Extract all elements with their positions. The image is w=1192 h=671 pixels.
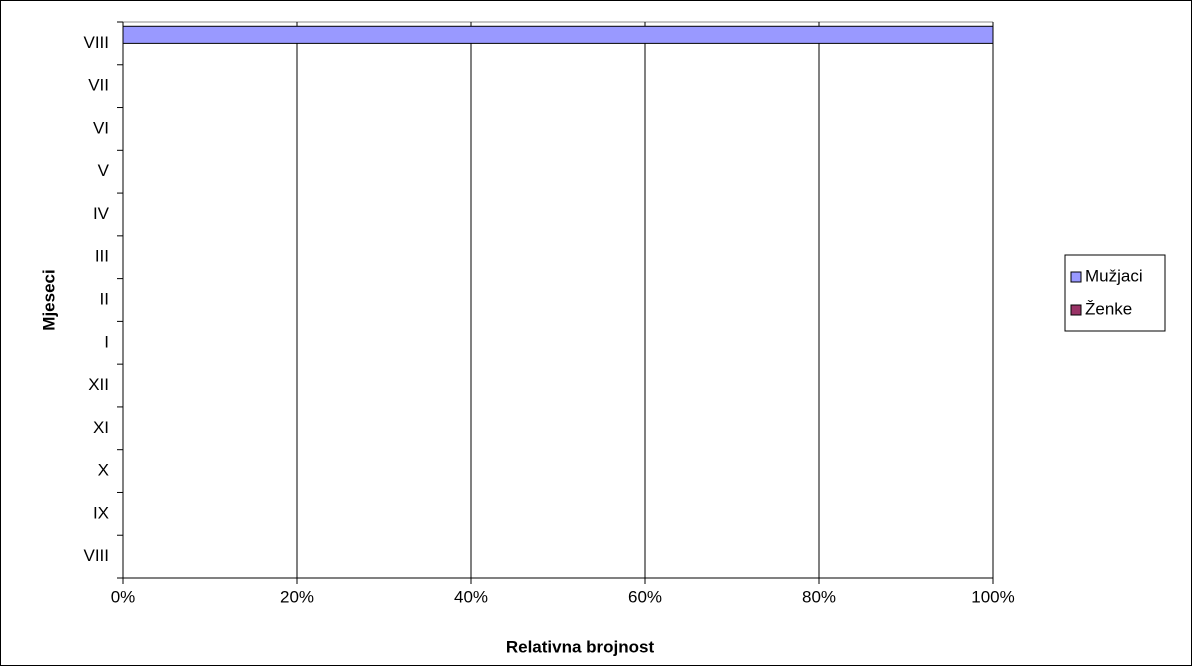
legend-label: Mužjaci [1085,266,1143,285]
y-tick-label: II [100,289,109,308]
x-tick-label: 20% [280,587,314,606]
legend-box [1064,254,1166,332]
bar [122,25,994,44]
x-tick-label: 60% [628,587,662,606]
y-tick-label: IX [93,503,109,522]
y-tick-label: III [95,247,109,266]
x-tick-label: 0% [111,587,136,606]
y-axis-title: Mjeseci [39,269,58,330]
x-tick-label: 80% [802,587,836,606]
y-tick-label: X [98,461,109,480]
y-tick-label: VI [93,118,109,137]
x-tick-label: 40% [454,587,488,606]
y-tick-label: V [98,161,110,180]
y-tick-label: VII [88,76,109,95]
y-tick-label: XII [88,375,109,394]
legend-swatch [1070,304,1082,316]
x-tick-label: 100% [971,587,1014,606]
y-tick-label: VIII [83,33,109,52]
x-axis-title: Relativna brojnost [506,637,655,656]
y-tick-label: XI [93,418,109,437]
y-tick-label: VIII [83,546,109,565]
y-tick-label: IV [93,204,110,223]
legend-swatch [1070,271,1082,283]
legend-label: Ženke [1085,299,1132,318]
y-tick-label: I [104,332,109,351]
